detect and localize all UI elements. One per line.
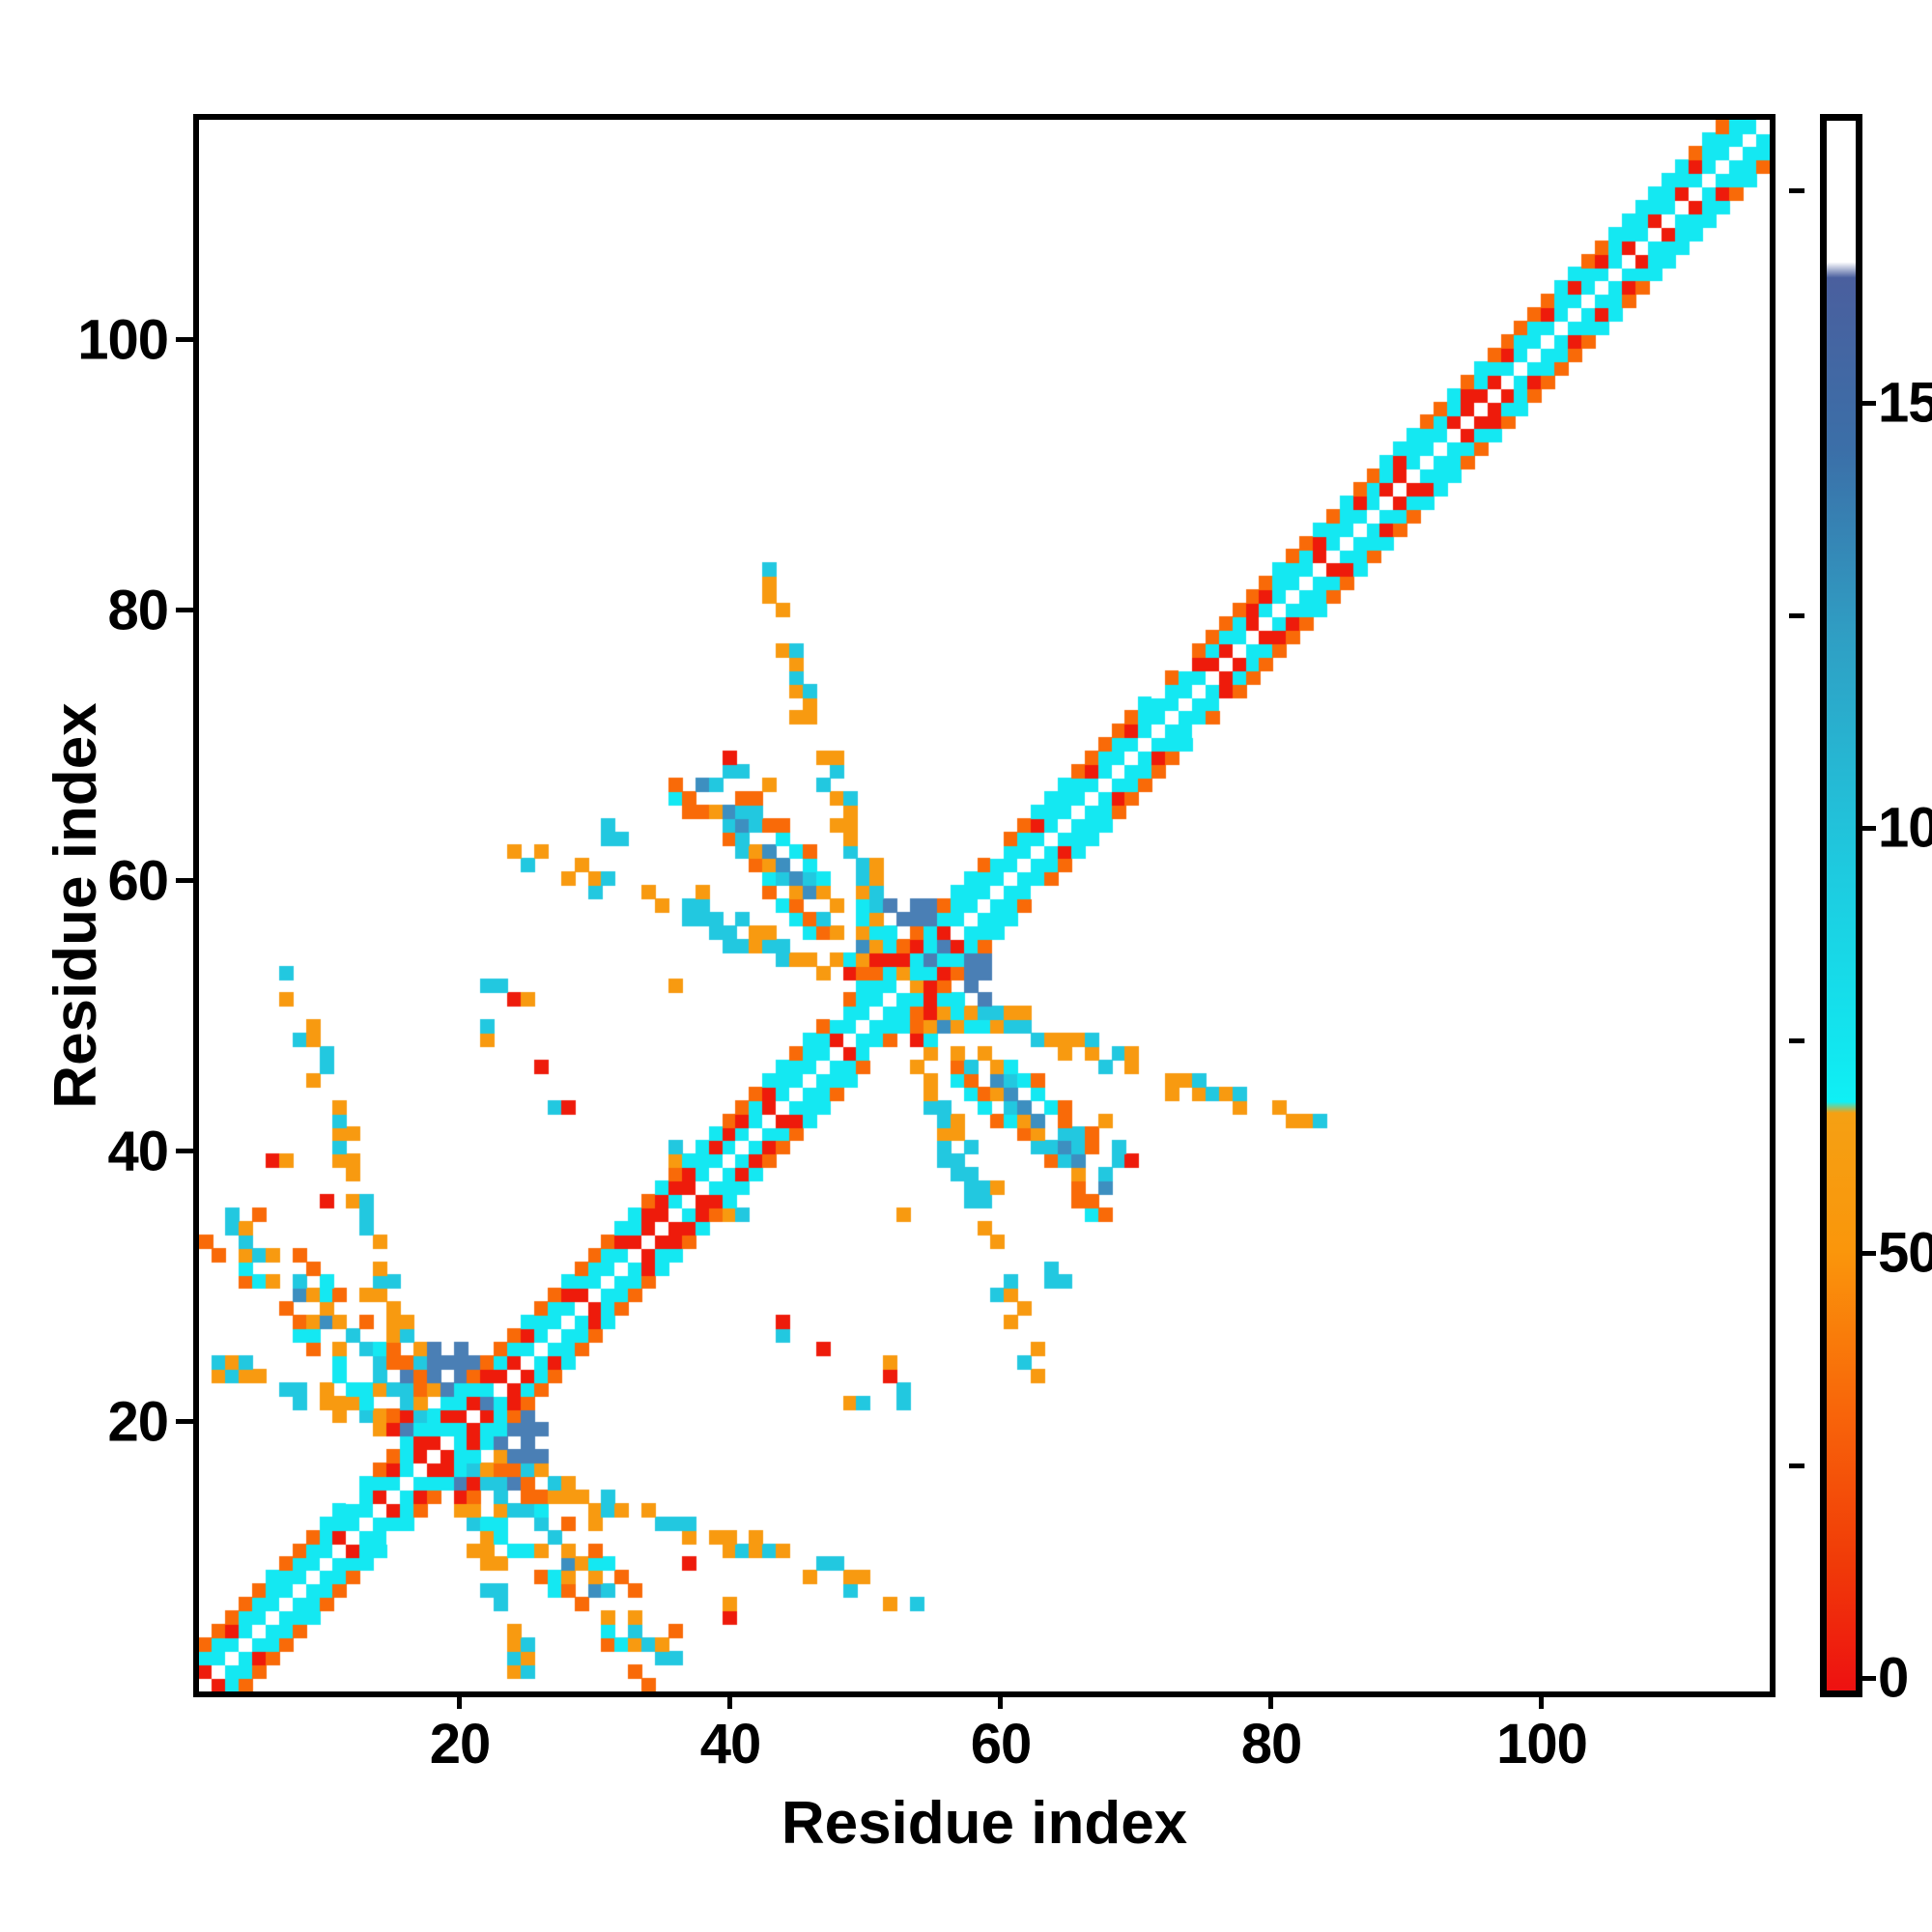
colorbar-tick-0: [1862, 1676, 1876, 1681]
y-tick-80: [176, 608, 193, 612]
colorbar-tick-50: [1862, 1251, 1876, 1256]
heatmap-canvas: [199, 120, 1770, 1691]
colorbar-tick-100: [1862, 826, 1876, 831]
y-tick-label-60: 60: [107, 849, 169, 913]
y-tick-label-100: 100: [77, 308, 169, 372]
colorbar-minor-tick-75: [1789, 1038, 1804, 1043]
x-tick-label-60: 60: [970, 1713, 1033, 1776]
plot-area: [193, 114, 1776, 1697]
y-tick-40: [176, 1149, 193, 1153]
y-tick-label-20: 20: [107, 1390, 169, 1454]
colorbar-minor-tick-175: [1789, 188, 1804, 193]
y-axis-label: Residue index: [43, 702, 109, 1109]
colorbar-label-50: 50: [1878, 1221, 1932, 1285]
colorbar: [1820, 114, 1862, 1697]
colorbar-label-100: 100: [1878, 796, 1932, 860]
colorbar-gradient: [1827, 121, 1856, 1690]
x-tick-label-20: 20: [429, 1713, 492, 1776]
y-tick-20: [176, 1419, 193, 1424]
x-tick-60: [998, 1691, 1003, 1709]
colorbar-minor-tick-125: [1789, 613, 1804, 618]
x-tick-20: [457, 1691, 462, 1709]
x-axis-label: Residue index: [781, 1790, 1188, 1857]
x-tick-100: [1539, 1691, 1544, 1709]
x-tick-label-100: 100: [1496, 1713, 1588, 1776]
x-tick-80: [1268, 1691, 1273, 1709]
colorbar-tick-150: [1862, 401, 1876, 406]
colorbar-minor-tick-25: [1789, 1463, 1804, 1468]
y-tick-100: [176, 337, 193, 342]
y-tick-60: [176, 878, 193, 883]
x-tick-40: [727, 1691, 732, 1709]
y-tick-label-40: 40: [107, 1120, 169, 1183]
colorbar-label-0: 0: [1878, 1646, 1909, 1710]
x-tick-label-80: 80: [1240, 1713, 1303, 1776]
y-tick-label-80: 80: [107, 579, 169, 642]
colorbar-label-150: 150: [1878, 371, 1932, 435]
x-tick-label-40: 40: [699, 1713, 762, 1776]
